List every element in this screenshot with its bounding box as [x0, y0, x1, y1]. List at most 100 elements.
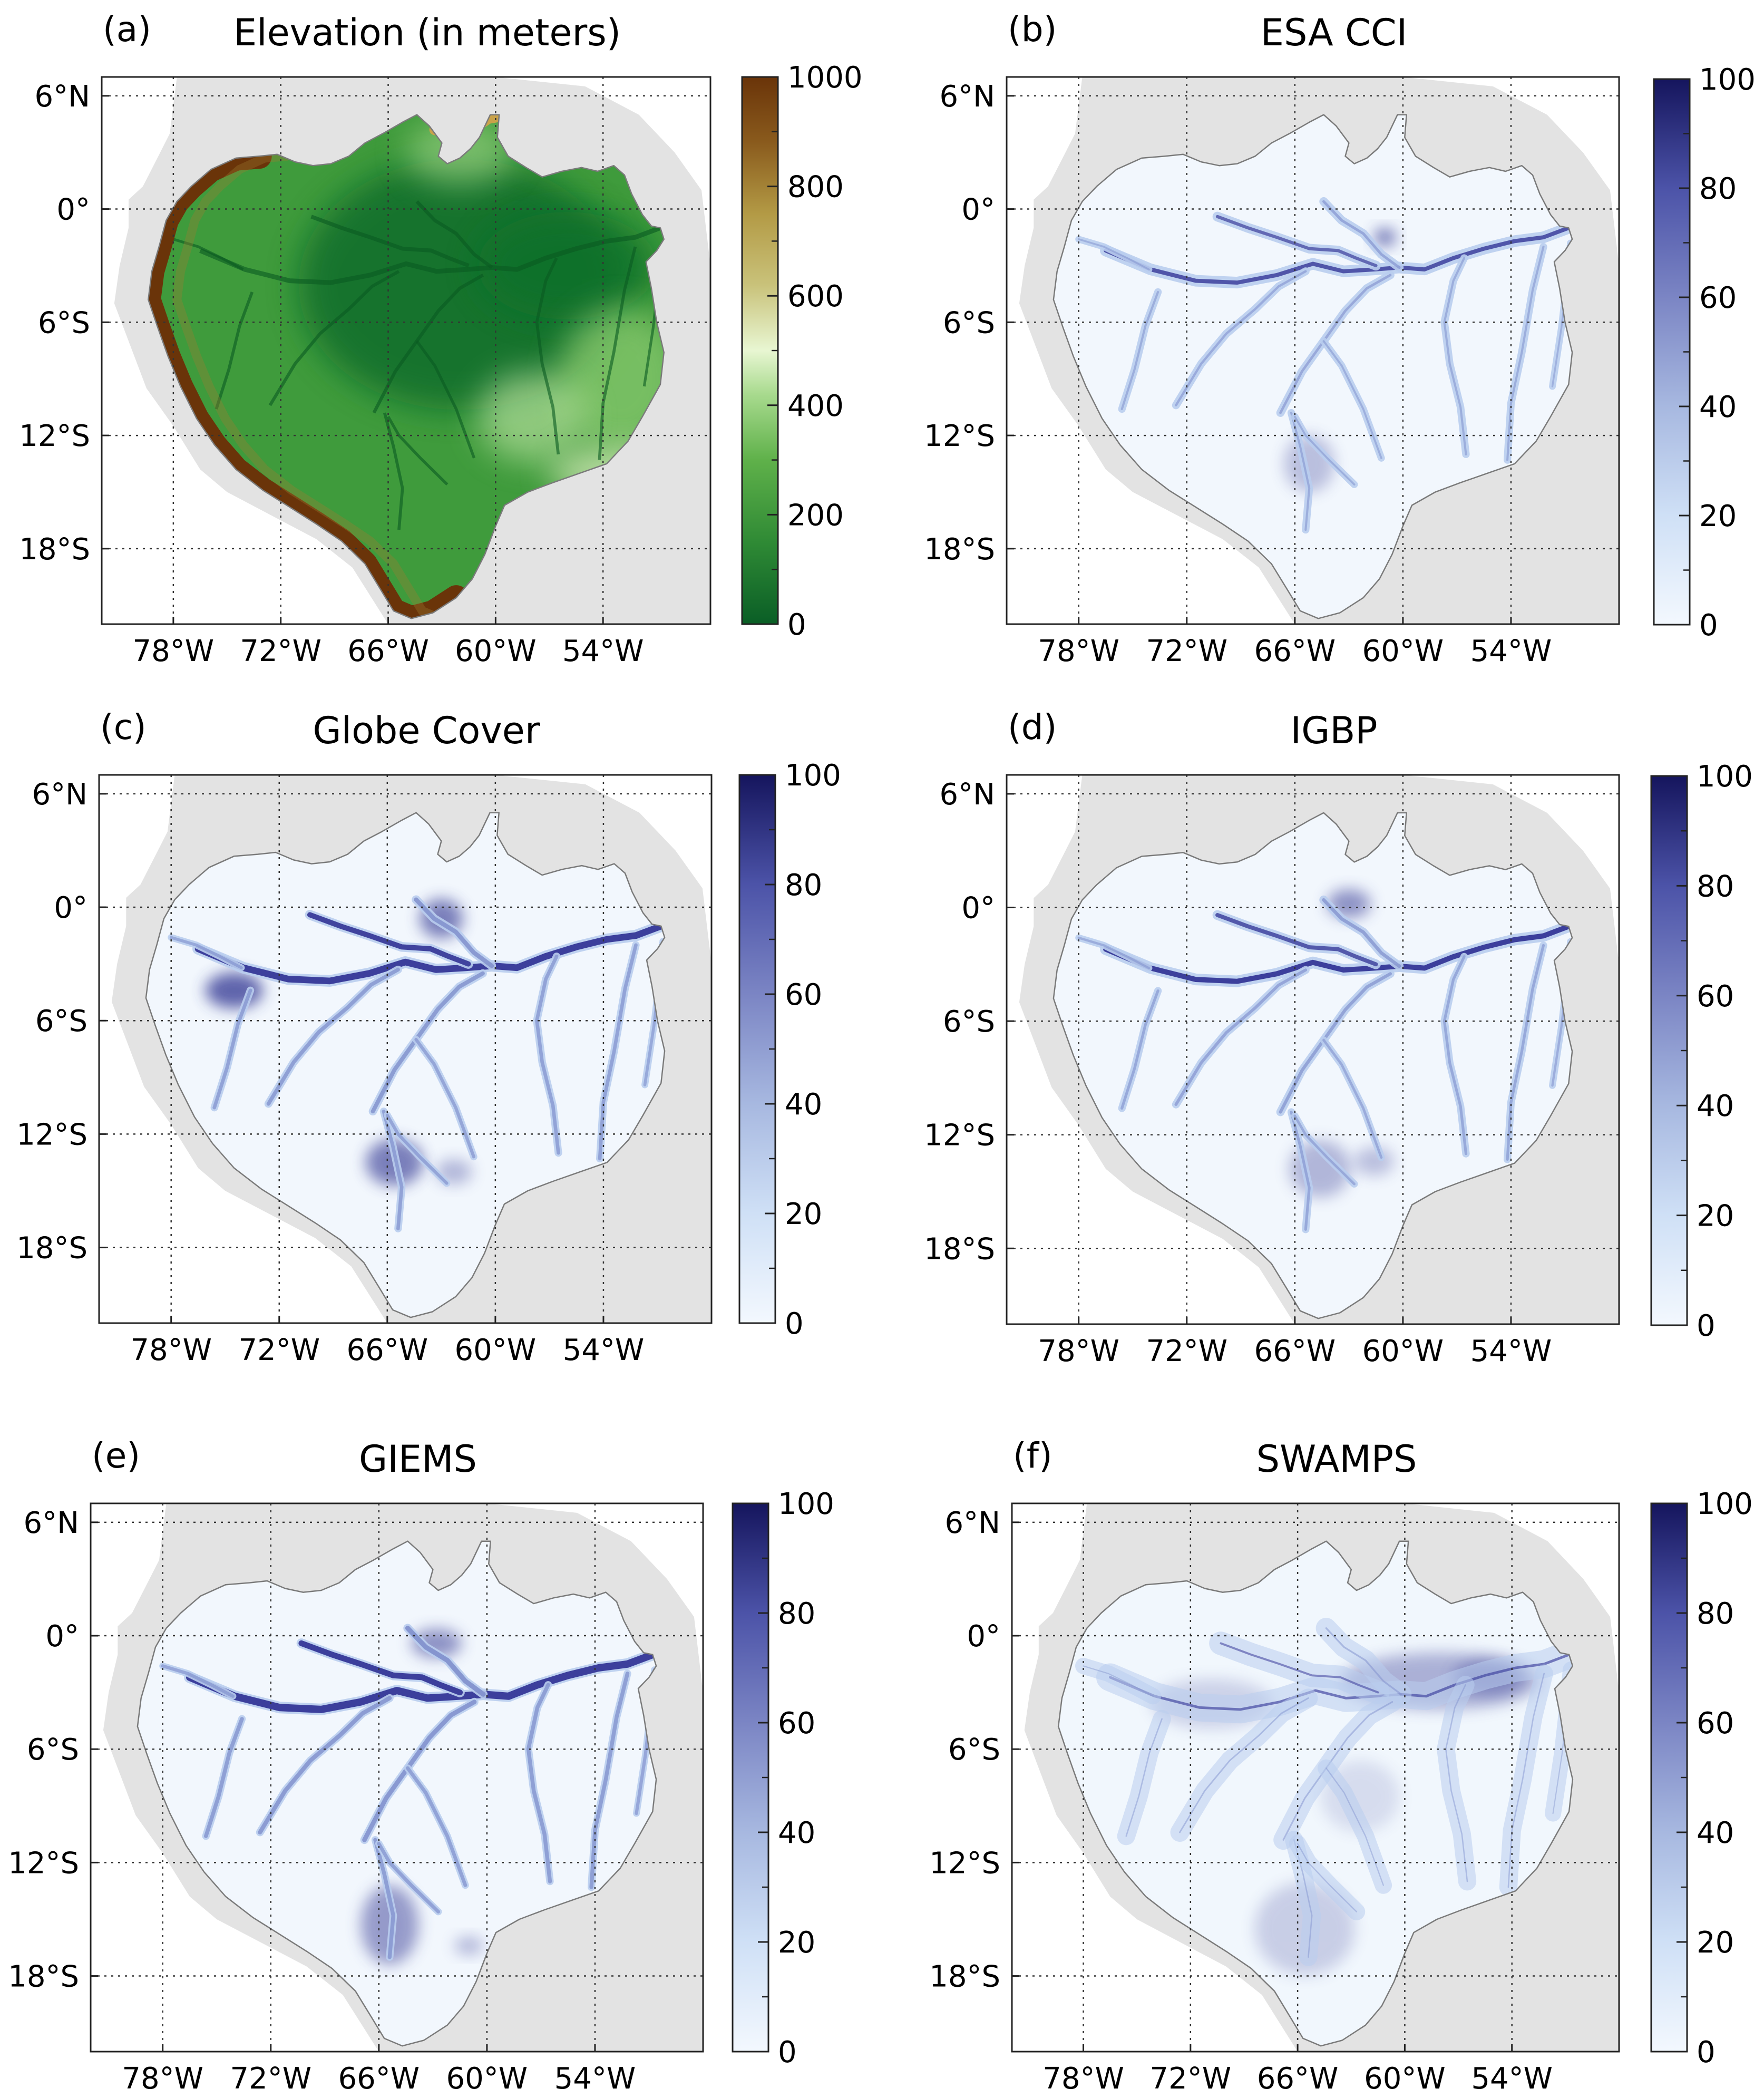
panel-label: (c) — [100, 707, 147, 747]
basin-outline — [137, 1540, 657, 2047]
river-channel — [1290, 412, 1311, 531]
river-channel — [1507, 1673, 1545, 1888]
panel-title: IGBP — [1290, 709, 1377, 752]
river-channel — [1179, 1697, 1309, 1833]
lat-tick-label: 18°S — [16, 1231, 87, 1266]
lat-tick-label: 6°S — [943, 306, 995, 340]
panel-e: 6°N 0° 6°S 12°S 18°S 78°W 72°W 66°W 60°W 54°W (e) G… — [8, 1435, 834, 2096]
river-channel — [1290, 1111, 1311, 1231]
basin-outline — [1052, 812, 1573, 1319]
river-channel — [161, 1664, 235, 1698]
lon-tick-label: 54°W — [562, 634, 644, 668]
lon-tick-label: 66°W — [347, 634, 429, 668]
colorbar: 0 200 400 600 800 1000 — [741, 61, 863, 642]
colorbar-tick-label: 400 — [787, 389, 844, 423]
colorbar-tick-label: 80 — [785, 868, 822, 902]
river-channel — [1506, 246, 1545, 461]
river-channel — [1125, 1718, 1163, 1837]
lat-tick-label: 6°N — [944, 1506, 1000, 1540]
lat-tick-label: 18°S — [924, 532, 995, 567]
river-channel — [406, 1766, 467, 1887]
lon-tick-label: 72°W — [1146, 1334, 1227, 1368]
drainage — [535, 257, 560, 455]
colorbar-tick-label: 1000 — [787, 61, 863, 95]
panel-b: 6°N 0° 6°S 12°S 18°S 78°W 72°W 66°W 60°W 54°W (b) E… — [924, 9, 1756, 668]
drainage — [415, 200, 493, 269]
river-channel — [1445, 1684, 1468, 1882]
panel-title: Globe Cover — [313, 709, 540, 752]
drainage — [268, 270, 400, 406]
river-floodplain — [1273, 1692, 1402, 1850]
lat-tick-label: 12°S — [924, 1119, 995, 1153]
lon-tick-label: 66°W — [1254, 1334, 1336, 1368]
lat-tick-label: 0° — [961, 193, 995, 227]
colorbar-tick-label: 40 — [1697, 1089, 1734, 1123]
wetland-area — [1354, 1147, 1394, 1176]
colorbar-tick-label: 600 — [787, 279, 844, 314]
lon-tick-label: 66°W — [347, 1333, 428, 1367]
river-channel — [1279, 972, 1392, 1114]
colorbar: 0 20 40 60 80 100 — [1650, 760, 1753, 1343]
lon-tick-label: 78°W — [130, 1333, 212, 1367]
basin-tint — [1053, 812, 1573, 1319]
lon-tick-label: 54°W — [563, 1333, 645, 1367]
map-area — [102, 77, 710, 624]
wetland-area — [454, 1937, 484, 1955]
basin-outline — [1052, 114, 1573, 619]
lon-tick-label: 78°W — [1042, 2062, 1124, 2096]
lat-tick-label: 12°S — [19, 419, 90, 453]
river-channel — [382, 1109, 404, 1231]
colorbar: 0 20 40 60 80 100 — [1650, 1487, 1753, 2070]
lat-tick-label: 0° — [967, 1619, 1000, 1654]
map-frame — [1006, 774, 1620, 1325]
river-floodplain — [1075, 236, 1153, 273]
river-floodplain — [1075, 1657, 1162, 1705]
lat-tick-label: 6°N — [34, 80, 90, 114]
lat-tick-label: 6°N — [23, 1506, 79, 1540]
drainage — [598, 246, 637, 460]
colorbar-tick-label: 40 — [1699, 390, 1737, 424]
wetland-area — [205, 972, 264, 1009]
map-frame — [90, 1502, 704, 2053]
drainage — [215, 292, 254, 410]
lat-tick-label: 18°S — [8, 1960, 79, 1994]
lat-tick-label: 18°S — [924, 1232, 995, 1266]
river-channel — [1293, 1114, 1356, 1186]
panel-label: (b) — [1008, 9, 1057, 50]
colorbar-tick-label: 0 — [787, 608, 806, 642]
colorbar-tick-label: 40 — [778, 1816, 815, 1850]
river-channel — [1322, 200, 1401, 269]
river-channel — [1322, 340, 1382, 459]
lat-tick-label: 18°S — [19, 532, 90, 567]
colorbar-tick-label: 100 — [1697, 760, 1753, 794]
drainage — [173, 238, 244, 271]
panel-d: 6°N 0° 6°S 12°S 18°S 78°W 72°W 66°W 60°W 54°W (d) I… — [924, 707, 1753, 1368]
lat-tick-label: 12°S — [8, 1846, 79, 1880]
river-channel — [1282, 1701, 1393, 1841]
colorbar: 0 20 40 60 80 100 — [732, 1487, 834, 2070]
river-channel — [535, 954, 560, 1155]
colorbar-tick-label: 0 — [778, 2035, 797, 2070]
colorbar-tick-label: 60 — [1699, 281, 1737, 315]
river-channel — [414, 1038, 475, 1159]
lon-tick-label: 72°W — [1150, 2062, 1232, 2096]
lat-tick-label: 12°S — [929, 1846, 1000, 1880]
panel-title: SWAMPS — [1256, 1437, 1417, 1481]
lat-tick-label: 6°S — [38, 306, 90, 340]
river-channel — [362, 1699, 477, 1842]
lat-tick-label: 6°S — [943, 1005, 995, 1039]
drainage — [310, 215, 470, 268]
river-channel — [1174, 968, 1308, 1106]
river-channel — [1175, 270, 1307, 406]
colorbar-tick-label: 20 — [778, 1926, 815, 1960]
lon-tick-label: 72°W — [238, 1333, 320, 1367]
lon-tick-label: 54°W — [1470, 1334, 1552, 1368]
lat-tick-label: 12°S — [16, 1118, 87, 1152]
lon-tick-label: 72°W — [1146, 634, 1227, 668]
lon-tick-label: 78°W — [1038, 1334, 1119, 1368]
lat-tick-label: 6°S — [35, 1004, 87, 1038]
colorbar-tick-label: 200 — [787, 498, 844, 532]
river-channel — [1083, 1665, 1154, 1697]
colorbar-tick-label: 20 — [1697, 1926, 1734, 1960]
colorbar: 0 20 40 60 80 100 — [738, 759, 841, 1341]
